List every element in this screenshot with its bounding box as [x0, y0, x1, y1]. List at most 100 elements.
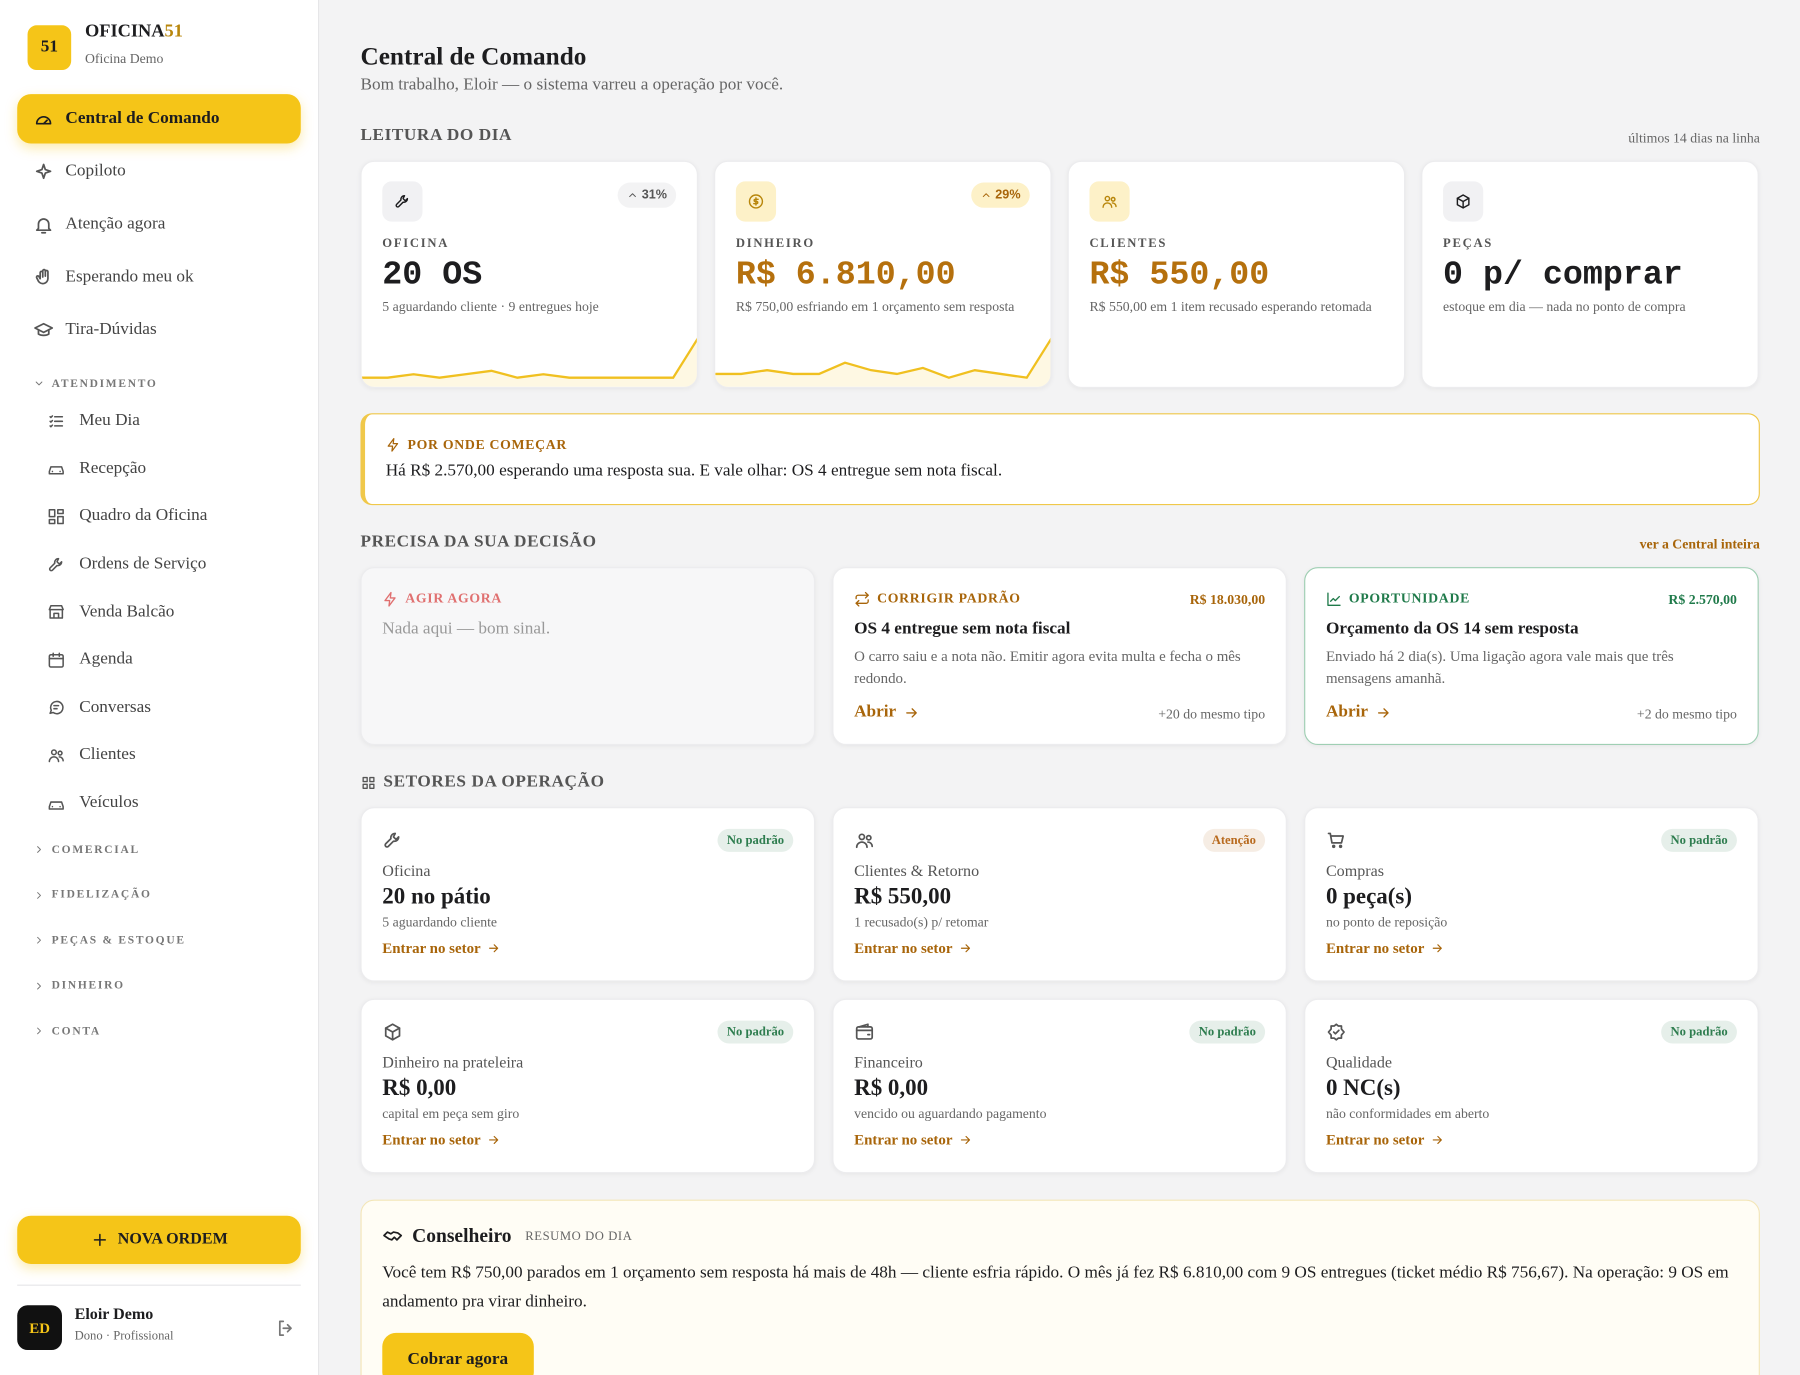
sector-link-text: Entrar no setor: [854, 1130, 953, 1148]
page-title: Central de Comando: [360, 41, 587, 71]
sector-note: não conformidades em aberto: [1325, 1105, 1490, 1122]
kpi-card: PEÇAS 0 p/ comprar estoque em dia — nada n…: [1421, 160, 1759, 389]
decision-kind-text: CORRIGIR PADRÃO: [877, 590, 1021, 607]
decision-title: Orçamento da OS 14 sem resposta: [1325, 619, 1579, 639]
nav-label: Venda Balcão: [79, 602, 175, 621]
logout-button[interactable]: [276, 1318, 297, 1339]
start-title-text: POR ONDE COMEÇAR: [407, 436, 568, 453]
sector-note: vencido ou aguardando pagamento: [854, 1105, 1047, 1122]
icon: [629, 193, 636, 198]
icon: [488, 944, 498, 953]
section-title: SETORES DA OPERAÇÃO: [360, 773, 604, 793]
decision-more: +20 do mesmo tipo: [1158, 706, 1266, 723]
central-link[interactable]: ver a Central inteira: [1639, 536, 1760, 553]
sector-link-text: Entrar no setor: [1325, 1130, 1425, 1148]
icon: [748, 194, 764, 209]
start-title: POR ONDE COMEÇAR: [386, 436, 567, 453]
kpi-value: 0 p/ comprar: [1443, 256, 1683, 294]
nav-subitem[interactable]: Quadro da Oficina: [17, 493, 301, 541]
sparkline: [361, 337, 697, 387]
logo[interactable]: 51: [27, 25, 72, 71]
icon: [35, 381, 43, 386]
icon: [395, 195, 409, 208]
icon: [1432, 1135, 1442, 1144]
sector-link[interactable]: Entrar no setor: [854, 1131, 972, 1149]
nav-subitem[interactable]: Venda Balcão: [17, 588, 301, 636]
nav-item[interactable]: Copiloto: [17, 147, 301, 196]
sector-link[interactable]: Entrar no setor: [382, 939, 500, 957]
kpi-label: DINHEIRO: [735, 236, 815, 251]
nav-label: Central de Comando: [65, 109, 220, 128]
nav-section-header[interactable]: COMERCIAL: [17, 827, 301, 872]
icon: [37, 846, 41, 853]
sector-note: no ponto de reposição: [1325, 913, 1448, 930]
nav-section-header[interactable]: DINHEIRO: [17, 963, 301, 1008]
kpi-value: 20 OS: [382, 256, 483, 294]
decision-kind: CORRIGIR PADRÃO: [854, 590, 1021, 607]
new-order-button[interactable]: NOVA ORDEM: [17, 1215, 301, 1264]
nav-subitem[interactable]: Veículos: [17, 779, 301, 827]
sector-card: No padrão Financeiro R$ 0,00 vencido ou agu…: [832, 998, 1287, 1174]
icon: [37, 1027, 41, 1035]
nav-label: Clientes: [79, 745, 136, 764]
sector-status: No padrão: [1189, 1020, 1266, 1044]
nav-subitem[interactable]: Meu Dia: [17, 397, 301, 445]
icon: [48, 749, 64, 763]
nav-section-title: COMERCIAL: [51, 843, 140, 856]
sector-link[interactable]: Entrar no setor: [1326, 939, 1444, 957]
brand-name-accent: 51: [164, 21, 183, 42]
advisor-button[interactable]: Cobrar agora: [382, 1332, 534, 1375]
decision-amount: R$ 2.570,00: [1668, 591, 1737, 608]
nav-section-title: FIDELIZAÇÃO: [51, 888, 152, 902]
icon: [1327, 832, 1345, 849]
advisor-tag: RESUMO DO DIA: [525, 1229, 633, 1244]
main: Central de Comando Bom trabalho, Eloir —…: [360, 0, 1760, 1375]
sector-value: R$ 0,00: [854, 1075, 929, 1101]
nav-section-header[interactable]: PEÇAS & ESTOQUE: [17, 918, 301, 963]
decision-action[interactable]: Abrir: [1326, 703, 1391, 723]
new-order-label: NOVA ORDEM: [117, 1230, 228, 1248]
nav-section-header[interactable]: ATENDIMENTO: [17, 370, 301, 398]
sparkline: [715, 337, 1051, 387]
kpi-change: 29%: [971, 182, 1030, 208]
icon: [488, 1135, 498, 1144]
sector-link-text: Entrar no setor: [854, 939, 953, 957]
sector-link[interactable]: Entrar no setor: [1326, 1131, 1444, 1149]
sector-link[interactable]: Entrar no setor: [382, 1131, 500, 1149]
advisor-card: Conselheiro RESUMO DO DIA Você tem R$ 750…: [360, 1199, 1760, 1375]
sector-name: Dinheiro na prateleira: [382, 1055, 524, 1073]
nav-label: Quadro da Oficina: [79, 506, 208, 526]
icon: [48, 605, 64, 619]
nav-item[interactable]: Esperando meu ok: [17, 253, 301, 302]
avatar[interactable]: ED: [17, 1305, 62, 1351]
nav-subitem[interactable]: Clientes: [17, 731, 301, 779]
nav-section-header[interactable]: FIDELIZAÇÃO: [17, 872, 301, 917]
sparkline-line: [715, 337, 1051, 379]
nav-section-header[interactable]: CONTA: [17, 1008, 301, 1053]
icon: [37, 891, 41, 899]
nav-item[interactable]: Central de Comando: [17, 94, 301, 144]
sector-status: No padrão: [1661, 828, 1737, 852]
nav-label: Recepção: [79, 459, 147, 478]
nav-item[interactable]: Atenção agora: [17, 200, 301, 249]
icon: [48, 652, 64, 668]
plus-icon: [93, 1233, 106, 1246]
nav-subitem[interactable]: Ordens de Serviço: [17, 540, 301, 588]
nav-label: Meu Dia: [79, 411, 140, 430]
sector-link[interactable]: Entrar no setor: [854, 939, 972, 957]
icon: [49, 414, 64, 428]
section-title: PRECISA DA SUA DECISÃO: [360, 532, 597, 552]
sector-value: 0 peça(s): [1325, 883, 1413, 910]
nav-item[interactable]: Tira-Dúvidas: [17, 305, 301, 354]
decision-action-text: Abrir: [854, 702, 897, 721]
nav-subitem[interactable]: Conversas: [17, 684, 301, 732]
nav-subitem[interactable]: Recepção: [17, 445, 301, 493]
nav-section-title: DINHEIRO: [51, 979, 125, 992]
decision-action[interactable]: Abrir: [854, 703, 919, 723]
kpi-change-text: 31%: [641, 188, 667, 203]
nav-subitem[interactable]: Agenda: [17, 636, 301, 684]
sector-status: No padrão: [717, 1020, 794, 1044]
advisor-title: Conselheiro RESUMO DO DIA: [382, 1225, 632, 1248]
brand-name-main: OFICINA: [84, 21, 165, 42]
